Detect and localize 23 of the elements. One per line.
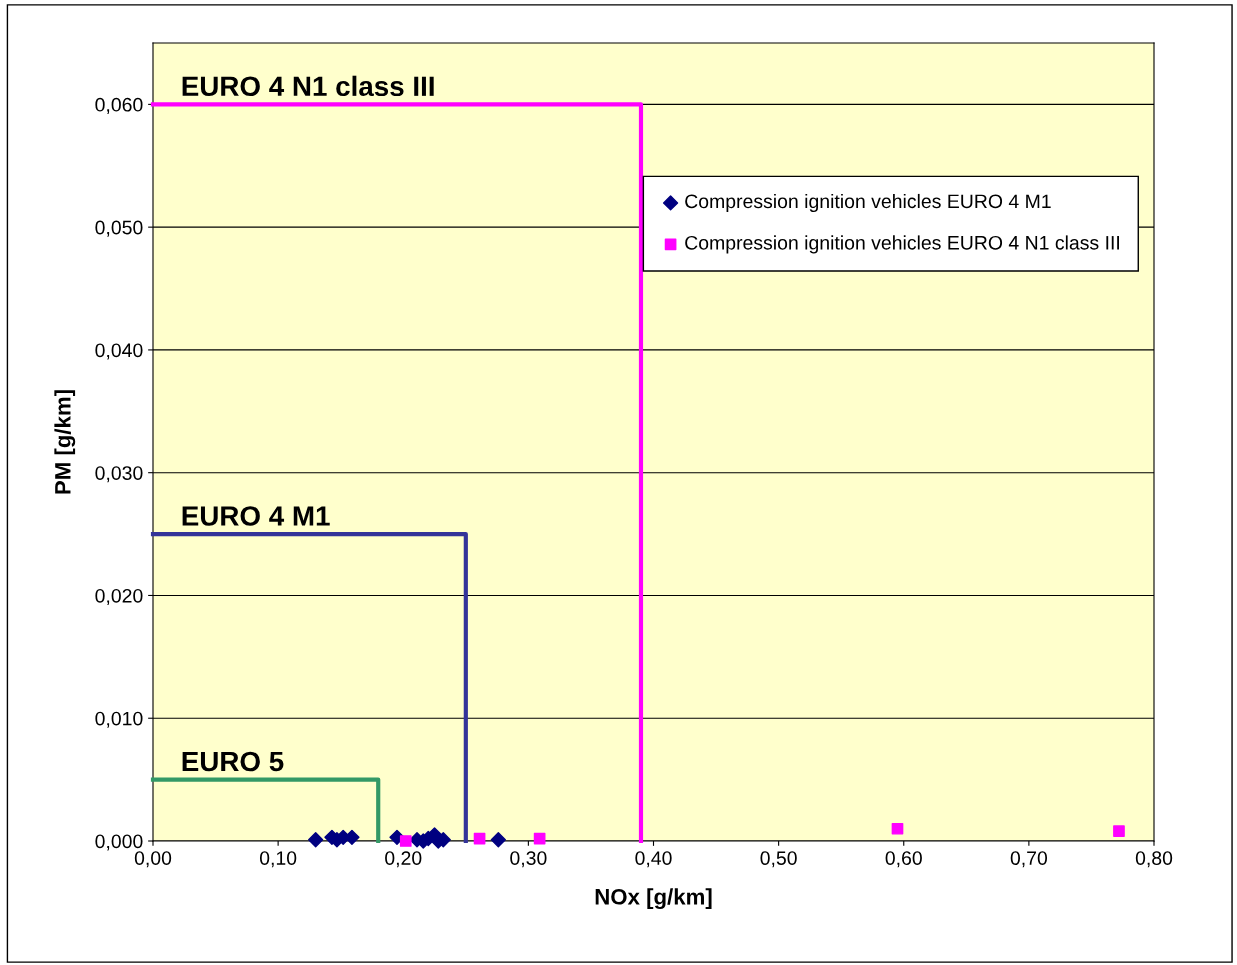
legend-label: Compression ignition vehicles EURO 4 M1 — [685, 193, 1051, 213]
x-tick-label: 0,70 — [1010, 851, 1048, 868]
x-tick-label: 0,10 — [259, 851, 297, 868]
x-tick-label: 0,80 — [1135, 851, 1173, 868]
y-axis-title: PM [g/km] — [54, 390, 76, 494]
x-tick-label: 0,60 — [885, 851, 922, 868]
y-tick-label: 0,000 — [95, 834, 143, 851]
y-tick-label: 0,020 — [95, 588, 143, 605]
series-label: EURO 4 N1 class III — [182, 75, 434, 97]
x-tick-label: 0,40 — [635, 851, 672, 868]
x-axis-title: NOx [g/km] — [595, 888, 712, 910]
x-tick-label: 0,20 — [385, 851, 422, 868]
x-tick-label: 0,30 — [510, 851, 547, 868]
x-tick-label: 0,00 — [134, 851, 172, 868]
y-tick-label: 0,010 — [95, 711, 143, 728]
series-label: EURO 4 M1 — [182, 506, 330, 526]
x-tick-label: 0,50 — [760, 851, 797, 868]
y-tick-label: 0,030 — [95, 466, 143, 483]
series-label: EURO 5 — [182, 751, 284, 772]
y-tick-label: 0,040 — [95, 343, 143, 360]
y-tick-label: 0,060 — [95, 97, 143, 114]
legend-label: Compression ignition vehicles EURO 4 N1 class III — [685, 235, 1119, 254]
y-tick-label: 0,050 — [95, 220, 143, 237]
